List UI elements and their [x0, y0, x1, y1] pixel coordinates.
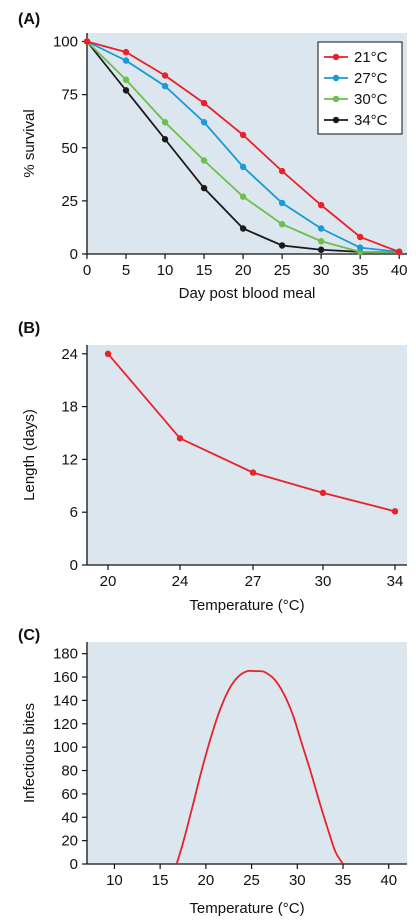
- a-series-point-3: [317, 246, 325, 253]
- c-x-tick-label: 30: [289, 872, 306, 889]
- c-y-tick-label: 0: [70, 856, 78, 873]
- a-series-point-2: [239, 193, 247, 200]
- b-plot-area: [87, 345, 407, 565]
- a-series-point-0: [356, 233, 364, 241]
- c-y-tick-label: 40: [61, 809, 78, 826]
- panel-a: (A)Day post blood meal% survival02550751…: [18, 11, 408, 302]
- b-y-tick-label: 18: [61, 399, 78, 416]
- a-series-point-3: [161, 136, 169, 143]
- a-series-point-2: [278, 221, 286, 228]
- a-x-tick-label: 10: [157, 262, 174, 279]
- a-y-tick-label: 0: [70, 246, 78, 263]
- a-series-point-3: [122, 87, 130, 94]
- a-series-point-1: [161, 82, 169, 90]
- b-series-point: [176, 435, 184, 442]
- c-x-tick-label: 25: [243, 872, 260, 889]
- a-series-point-0: [83, 38, 91, 45]
- b-series-point: [319, 489, 327, 497]
- c-y-tick-label: 180: [53, 646, 78, 663]
- c-x-axis-label: Temperature (°C): [189, 900, 304, 917]
- a-series-point-2: [161, 119, 169, 126]
- a-series-point-3: [200, 184, 208, 192]
- a-x-tick-label: 25: [274, 262, 291, 279]
- a-series-point-2: [122, 76, 130, 83]
- a-x-tick-label: 20: [235, 262, 252, 279]
- a-legend-swatch-point: [332, 95, 340, 103]
- b-x-axis-label: Temperature (°C): [189, 597, 304, 614]
- a-x-tick-label: 30: [313, 262, 330, 279]
- c-x-tick-label: 20: [198, 872, 215, 889]
- c-y-tick-label: 80: [61, 763, 78, 780]
- a-series-point-1: [122, 57, 130, 64]
- a-series-point-0: [317, 201, 325, 209]
- c-series-curve: [175, 669, 344, 865]
- b-x-tick-label: 24: [172, 573, 189, 590]
- a-y-tick-label: 75: [61, 87, 78, 104]
- c-y-tick-label: 160: [53, 669, 78, 686]
- b-x-tick-label: 27: [245, 573, 262, 590]
- b-x-tick-label: 30: [315, 573, 332, 590]
- a-series-point-1: [239, 163, 247, 171]
- a-legend-label: 30°C: [354, 91, 388, 108]
- b-y-axis-label: Length (days): [21, 409, 38, 501]
- a-series-point-3: [239, 225, 247, 232]
- b-panel-label: (B): [18, 320, 40, 337]
- a-series-point-1: [356, 244, 364, 251]
- panel-c: (C) Temperature (°C) Infectious bites 0 20 40…: [18, 627, 407, 917]
- a-series-point-0: [395, 248, 403, 256]
- c-y-axis-label: Infectious bites: [21, 703, 38, 803]
- a-x-tick-label: 0: [83, 262, 91, 279]
- a-panel-label: (A): [18, 11, 40, 28]
- b-y-tick-label: 0: [70, 557, 78, 574]
- b-series-point: [391, 508, 399, 515]
- a-series-point-2: [317, 238, 325, 245]
- a-series-point-1: [200, 119, 208, 126]
- c-y-tick-label: 20: [61, 833, 78, 850]
- c-plot-area: [87, 642, 407, 864]
- c-x-tick-label: 40: [380, 872, 397, 889]
- a-x-tick-label: 35: [352, 262, 369, 279]
- c-y-tick-label: 100: [53, 739, 78, 756]
- b-y-tick-label: 24: [61, 346, 78, 363]
- a-series-point-0: [278, 167, 286, 175]
- c-x-tick-label: 15: [152, 872, 169, 889]
- a-legend-label: 21°C: [354, 49, 388, 66]
- a-series-point-1: [317, 225, 325, 232]
- c-y-tick-label: 120: [53, 716, 78, 733]
- a-y-tick-label: 50: [61, 140, 78, 157]
- c-x-tick-label: 35: [335, 872, 352, 889]
- panel-b: (B) Temperature (°C) Length (days) 0 6 12 18 24…: [18, 320, 407, 614]
- a-y-axis-label: % survival: [21, 109, 38, 177]
- a-x-tick-label: 5: [122, 262, 130, 279]
- a-x-tick-label: 40: [391, 262, 408, 279]
- b-y-tick-label: 12: [61, 451, 78, 468]
- a-y-tick-label: 100: [53, 34, 78, 51]
- c-y-tick-label: 140: [53, 692, 78, 709]
- c-x-tick-label: 10: [106, 872, 123, 889]
- a-series-point-0: [239, 131, 247, 139]
- c-y-tick-label: 60: [61, 786, 78, 803]
- a-x-tick-label: 15: [196, 262, 213, 279]
- b-series-point: [249, 469, 257, 476]
- a-series-point-0: [200, 99, 208, 107]
- a-series-point-2: [200, 157, 208, 164]
- a-legend-label: 27°C: [354, 70, 388, 87]
- a-series-point-0: [161, 72, 169, 79]
- c-panel-label: (C): [18, 627, 40, 644]
- b-x-tick-label: 34: [387, 573, 404, 590]
- a-legend-swatch-point: [332, 116, 340, 124]
- a-legend-swatch-point: [332, 53, 340, 61]
- b-x-tick-label: 20: [100, 573, 117, 590]
- a-legend-label: 34°C: [354, 112, 388, 129]
- a-series-point-3: [278, 242, 286, 249]
- a-legend-swatch-point: [332, 74, 340, 82]
- a-x-axis-label: Day post blood meal: [179, 285, 316, 302]
- b-y-tick-label: 6: [70, 504, 78, 521]
- a-y-tick-label: 25: [61, 193, 78, 210]
- a-series-point-1: [278, 199, 286, 207]
- a-series-point-0: [122, 48, 130, 56]
- b-series-point: [104, 350, 112, 357]
